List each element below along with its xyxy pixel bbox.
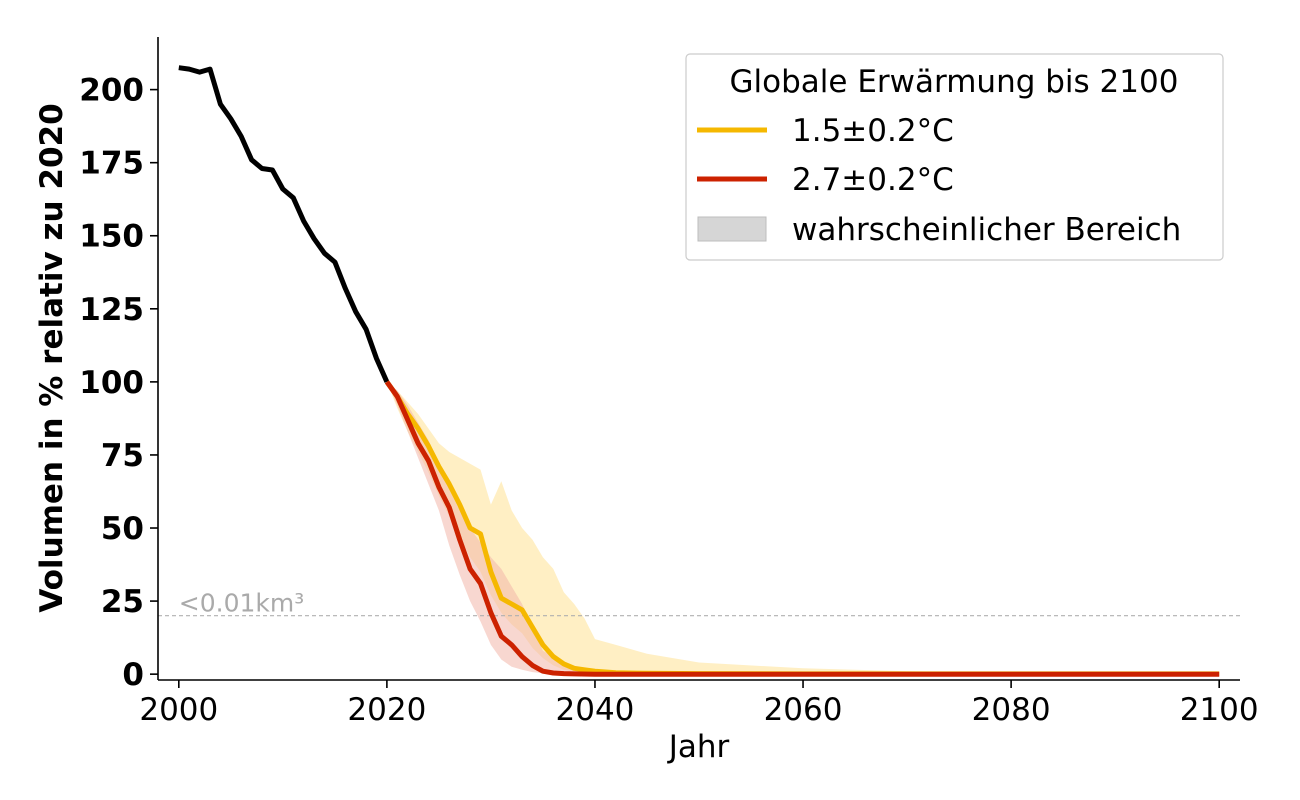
y-tick-label-175: 175 <box>79 146 144 182</box>
x-axis-title: Jahr <box>667 729 730 765</box>
legend-label-2-7: 2.7±0.2°C <box>792 162 954 198</box>
y-tick-label-0: 0 <box>122 657 144 693</box>
y-tick-label-200: 200 <box>79 73 144 109</box>
y-tick-label-125: 125 <box>79 292 144 328</box>
y-tick-label-50: 50 <box>101 511 144 547</box>
legend: Globale Erwärmung bis 2100 1.5±0.2°C 2.7… <box>685 53 1224 261</box>
threshold-group: <0.01km³ <box>158 589 1240 618</box>
y-axis-title: Volumen in % relativ zu 2020 <box>34 103 70 612</box>
y-ticks: 0 25 50 75 100 125 150 175 200 <box>79 73 158 693</box>
legend-label-1-5: 1.5±0.2°C <box>792 113 954 149</box>
x-tick-label-2100: 2100 <box>1180 692 1259 728</box>
y-tick-label-25: 25 <box>101 584 144 620</box>
y-tick-label-100: 100 <box>79 365 144 401</box>
observed-line <box>178 65 390 383</box>
x-tick-label-2080: 2080 <box>972 692 1051 728</box>
x-tick-label-2040: 2040 <box>556 692 635 728</box>
x-ticks: 2000 2020 2040 2060 2080 2100 <box>139 680 1259 728</box>
legend-box <box>685 53 1224 261</box>
threshold-label: <0.01km³ <box>179 589 304 618</box>
x-tick-label-2000: 2000 <box>139 692 218 728</box>
series-lines <box>178 65 1220 677</box>
x-tick-label-2060: 2060 <box>764 692 843 728</box>
y-tick-label-75: 75 <box>101 438 144 474</box>
confidence-bands <box>386 381 1220 675</box>
y-tick-label-150: 150 <box>79 219 144 255</box>
series-line-2-7 <box>384 380 1220 677</box>
legend-swatch-range <box>697 216 767 242</box>
legend-label-range: wahrscheinlicher Bereich <box>792 212 1181 248</box>
x-tick-label-2020: 2020 <box>347 692 426 728</box>
legend-title: Globale Erwärmung bis 2100 <box>730 64 1179 100</box>
